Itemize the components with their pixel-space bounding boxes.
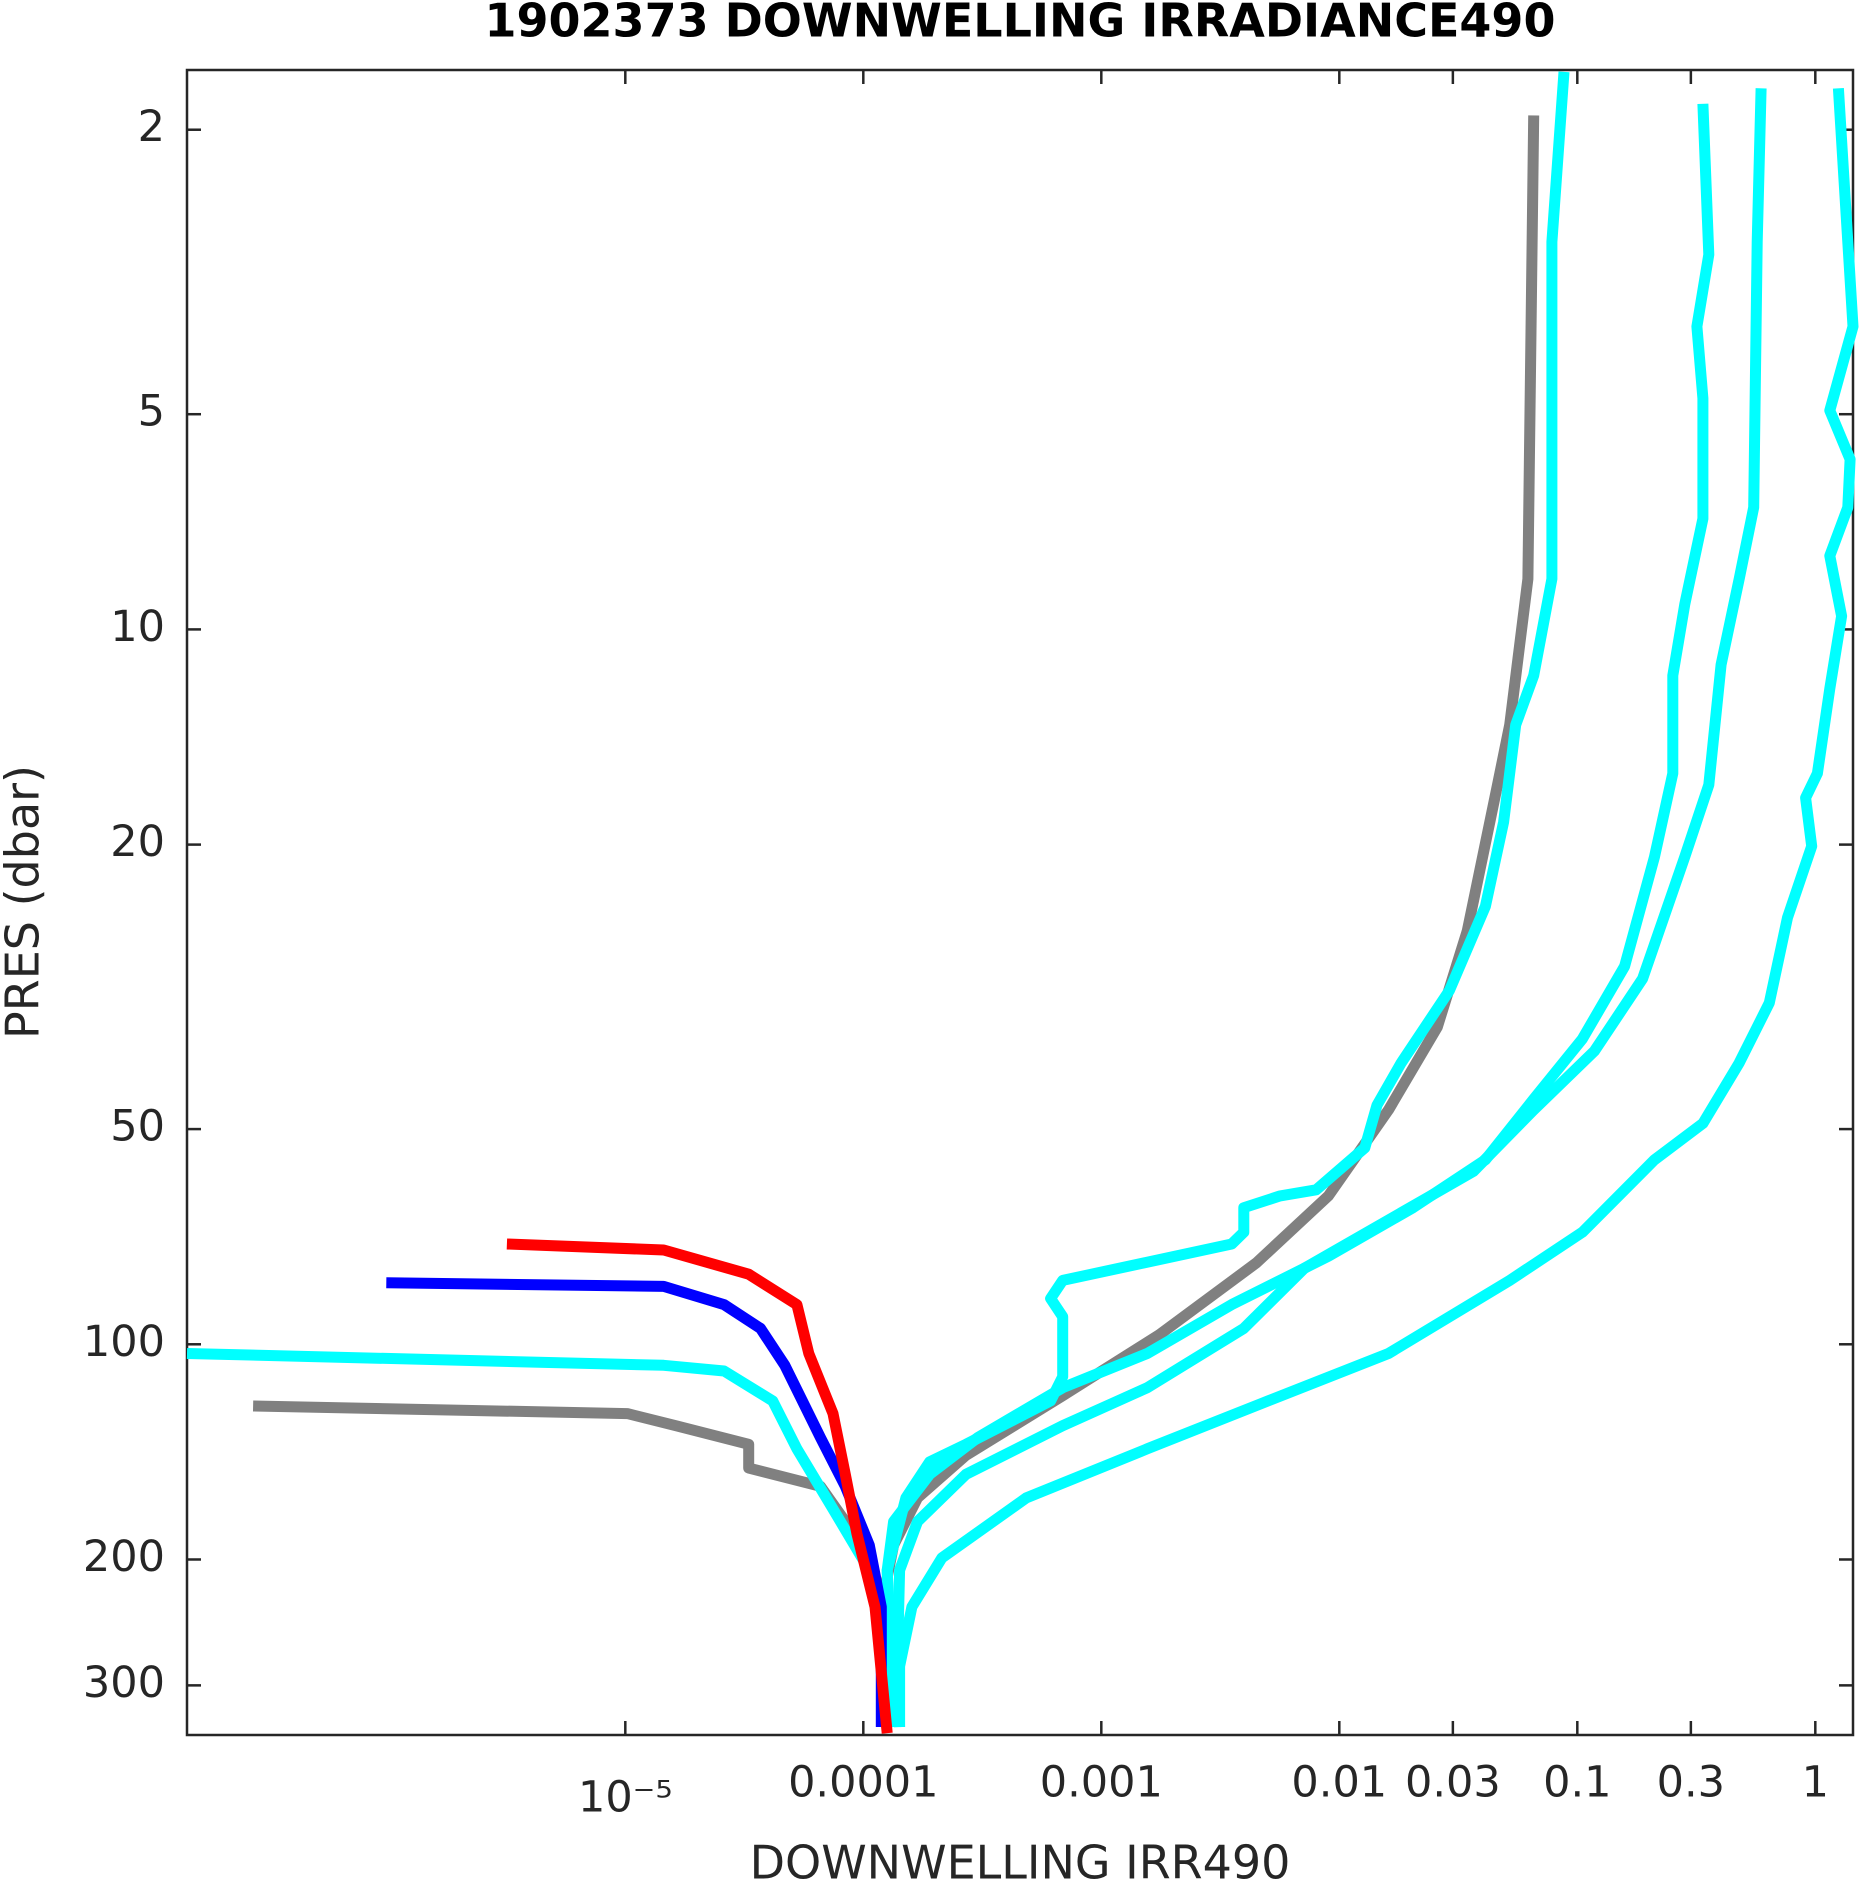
y-tick-label: 50: [110, 1102, 165, 1152]
y-tick-label: 20: [110, 817, 165, 867]
profile-line: [875, 115, 1540, 1728]
x-tick-label: 0.03: [1405, 1758, 1501, 1808]
y-tick-label: 5: [138, 387, 165, 437]
profile-line: [506, 1238, 893, 1734]
x-tick-label: 0.1: [1543, 1758, 1611, 1808]
plot-frame: [185, 68, 1855, 1737]
profile-line: [881, 71, 1570, 1728]
y-tick-label: 300: [83, 1658, 165, 1708]
x-tick-label: 10⁻⁵: [578, 1773, 673, 1823]
x-tick-label: 1: [1802, 1758, 1829, 1808]
y-tick-label: 100: [83, 1317, 165, 1367]
x-tick-label: 0.001: [1040, 1758, 1163, 1808]
profile-line: [881, 103, 1715, 1728]
profile-line: [894, 87, 1859, 1727]
x-tick-label: 0.0001: [788, 1758, 938, 1808]
profile-line: [890, 88, 1767, 1728]
y-tick-label: 200: [83, 1532, 165, 1582]
y-tick-label: 10: [110, 602, 165, 652]
x-axis-label: DOWNWELLING IRR490: [750, 1836, 1291, 1890]
chart-title: 1902373 DOWNWELLING IRRADIANCE490: [485, 0, 1556, 48]
y-axis-label: PRES (dbar): [0, 765, 50, 1039]
x-tick-label: 0.3: [1657, 1758, 1725, 1808]
profile-line: [386, 1277, 887, 1727]
profile-line: [252, 1400, 893, 1728]
y-tick-label: 2: [138, 102, 165, 152]
x-tick-label: 0.01: [1291, 1758, 1387, 1808]
